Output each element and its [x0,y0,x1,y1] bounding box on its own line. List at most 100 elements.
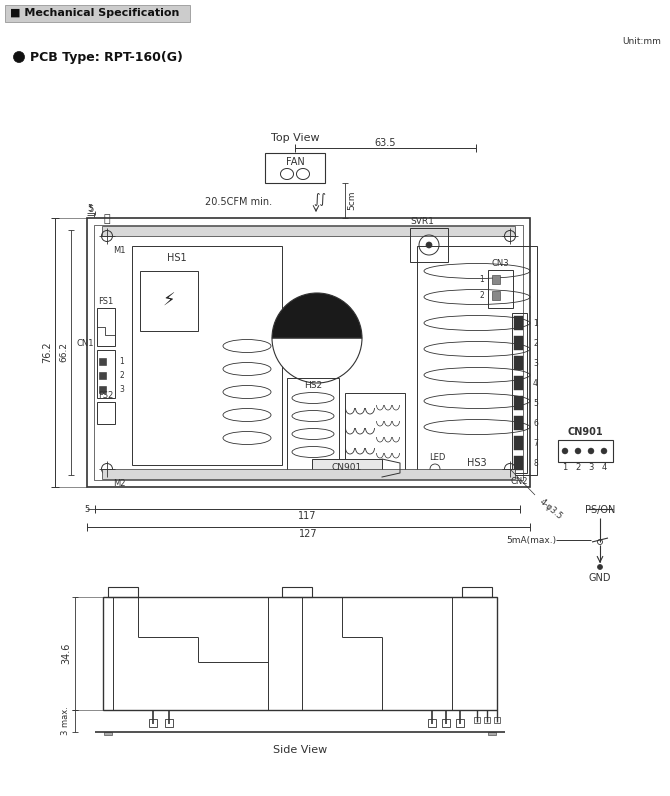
Text: 6: 6 [533,419,538,427]
Bar [514,376,523,390]
Text: 5mA(max.): 5mA(max.) [506,536,556,544]
Text: 5: 5 [533,399,538,408]
Text: 4: 4 [602,463,606,473]
Bar [484,717,490,723]
Text: 1: 1 [479,275,484,284]
Text: FS2: FS2 [98,392,114,400]
Text: HS3: HS3 [467,458,487,468]
Bar [132,246,282,465]
Bar [265,153,325,183]
Bar [492,275,500,284]
Bar [512,313,527,473]
Text: ∫∫: ∫∫ [314,193,326,206]
Bar [140,271,198,331]
Text: 3: 3 [588,463,594,473]
Bar [149,719,157,727]
Text: M2: M2 [113,479,125,488]
Bar [345,393,405,478]
Text: 4-φ3.5: 4-φ3.5 [538,497,564,521]
Text: FS1: FS1 [98,298,114,306]
Text: 66.2: 66.2 [60,342,68,362]
Bar [102,226,515,236]
Text: 1: 1 [562,463,567,473]
Text: CN1: CN1 [76,340,94,349]
Text: 5: 5 [88,205,94,214]
Text: 8: 8 [533,458,538,467]
Bar [456,719,464,727]
Bar [287,378,339,473]
Bar [87,218,530,487]
Circle shape [575,448,581,454]
Bar [97,350,115,398]
Bar [514,456,523,470]
Text: 1: 1 [533,318,538,327]
Text: 63.5: 63.5 [375,138,396,148]
Text: 20.5CFM min.: 20.5CFM min. [205,197,272,207]
Bar [97,402,115,424]
Text: 2: 2 [119,370,124,380]
Circle shape [601,448,607,454]
Bar [514,396,523,410]
Circle shape [588,448,594,454]
Bar [282,587,312,597]
Text: PS/ON: PS/ON [585,505,615,515]
Bar [514,336,523,350]
Circle shape [13,52,25,63]
Text: 1: 1 [119,357,124,365]
Text: 2: 2 [576,463,581,473]
Bar [94,225,523,480]
Bar [410,228,448,262]
Bar [108,587,138,597]
Text: 4: 4 [533,379,538,388]
Text: 127: 127 [299,529,318,539]
Text: PCB Type: RPT-160(G): PCB Type: RPT-160(G) [30,50,183,64]
Bar [462,587,492,597]
Bar [312,459,382,477]
Bar [165,719,173,727]
Text: ■ Mechanical Specification: ■ Mechanical Specification [10,9,180,18]
Text: 3 max.: 3 max. [62,707,70,736]
Text: Top View: Top View [271,133,320,143]
Bar [558,440,613,462]
Text: FAN: FAN [285,157,304,167]
Bar [102,469,515,479]
Text: CN901: CN901 [567,427,603,437]
Text: 3: 3 [533,358,538,368]
Text: Side View: Side View [273,745,327,755]
Text: HS1: HS1 [168,253,187,263]
Bar [99,358,106,365]
Bar [492,291,500,300]
Wedge shape [272,338,362,383]
Text: LED: LED [429,452,445,462]
Bar [5,5,190,22]
Text: 2: 2 [479,291,484,301]
Bar [488,732,496,735]
Bar [494,717,500,723]
Text: CN3: CN3 [492,259,509,267]
Text: 2: 2 [533,338,538,348]
Bar [428,719,436,727]
Circle shape [562,448,568,454]
Text: 5cm: 5cm [348,191,356,210]
Text: 5: 5 [87,204,92,213]
Text: 7: 7 [533,439,538,447]
Bar [514,436,523,450]
Bar [99,386,106,393]
Text: 34.6: 34.6 [61,643,71,664]
Bar [514,416,523,430]
Bar [488,270,513,308]
Bar [474,717,480,723]
Wedge shape [272,293,362,338]
Text: CN901: CN901 [332,463,362,473]
Text: CN2: CN2 [511,477,528,486]
Bar [97,308,115,346]
Bar [104,732,112,735]
Text: 3: 3 [119,384,124,393]
Circle shape [426,242,432,248]
Bar [99,372,106,379]
Text: 117: 117 [298,511,317,521]
Text: SVR1: SVR1 [410,217,434,227]
Bar [442,719,450,727]
Bar [103,597,497,710]
Text: GND: GND [589,573,611,583]
